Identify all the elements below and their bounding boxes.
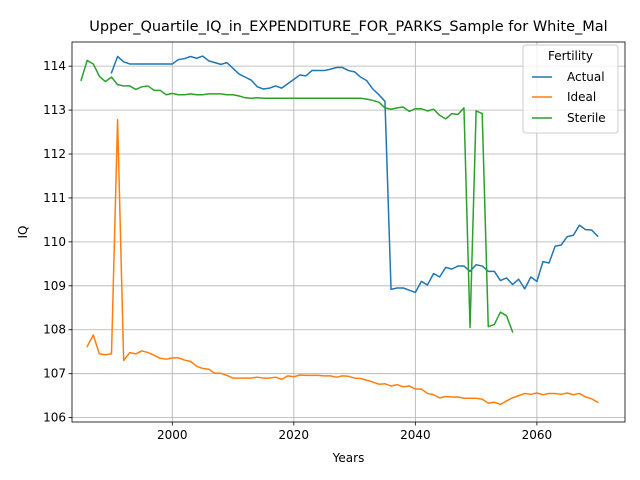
y-tick-label: 107 [43, 367, 66, 381]
chart-title: Upper_Quartile_IQ_in_EXPENDITURE_FOR_PAR… [89, 19, 607, 35]
axis-ticks: 2000 2020 2040 2060 106 107 108 109 110 111 112 113… [43, 59, 552, 442]
series-line-sterile [80, 59, 514, 333]
y-tick-label: 106 [43, 411, 66, 425]
legend-box [522, 44, 619, 134]
x-tick-label: 2020 [279, 428, 310, 442]
legend: Fertility Actual Ideal Sterile [522, 44, 619, 134]
x-tick-label: 2060 [522, 428, 553, 442]
x-tick-label: 2000 [157, 428, 188, 442]
y-axis-label: IQ [16, 226, 30, 239]
y-tick-label: 110 [43, 235, 66, 249]
series-line-ideal [86, 119, 599, 406]
y-tick-label: 113 [43, 103, 66, 117]
series-line-actual [110, 55, 599, 294]
legend-label-actual: Actual [567, 70, 605, 84]
y-tick-label: 111 [43, 191, 66, 205]
x-axis-label: Years [332, 451, 365, 465]
grid [72, 42, 625, 422]
legend-title: Fertility [548, 49, 593, 63]
legend-label-ideal: Ideal [567, 90, 596, 104]
y-tick-label: 109 [43, 279, 66, 293]
x-tick-label: 2040 [400, 428, 431, 442]
legend-label-sterile: Sterile [567, 111, 606, 125]
series-lines [80, 55, 599, 406]
y-tick-label: 112 [43, 147, 66, 161]
plot-frame [71, 41, 626, 423]
y-tick-label: 114 [43, 59, 66, 73]
y-tick-label: 108 [43, 323, 66, 337]
